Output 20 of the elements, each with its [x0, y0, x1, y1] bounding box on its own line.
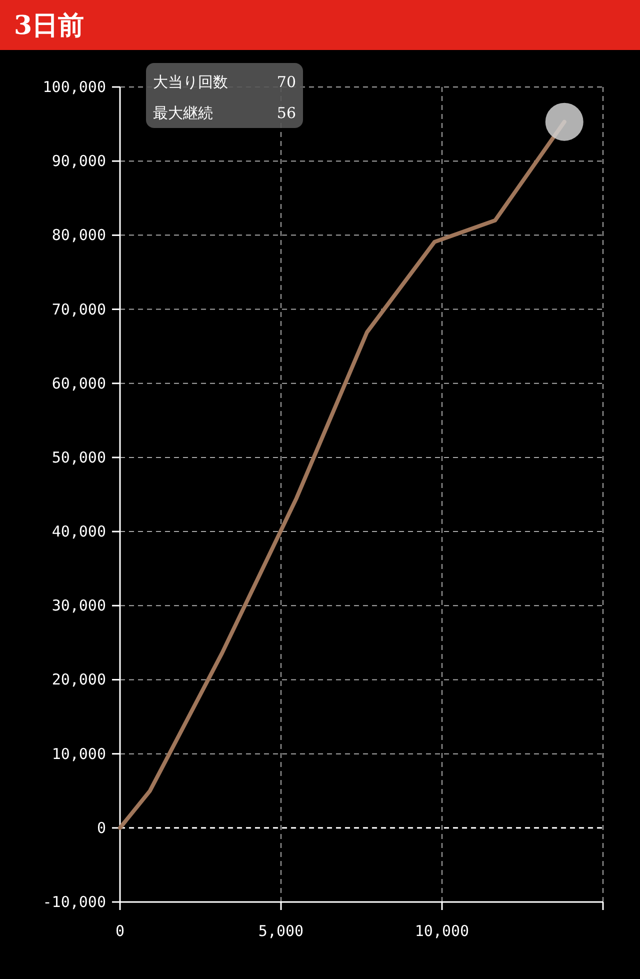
chart-title: 3日前: [14, 11, 84, 41]
annotation: 56: [276, 104, 296, 122]
y-tick-label: 90,000: [52, 152, 106, 170]
y-tick-label: 40,000: [52, 522, 106, 541]
y-tick-label: 70,000: [52, 300, 106, 318]
y-tick-label: 30,000: [52, 596, 106, 615]
annotation: 大当り回数: [153, 73, 228, 91]
x-tick-label: 10,000: [414, 922, 470, 940]
x-tick-label: 5,000: [258, 922, 304, 940]
x-tick-label: 0: [115, 922, 125, 940]
y-tick-label: -10,000: [42, 893, 106, 911]
annotation: 70: [276, 73, 296, 91]
y-tick-label: 80,000: [52, 226, 106, 244]
annotation: 最大継続: [153, 104, 213, 122]
y-tick-label: 60,000: [52, 374, 106, 392]
y-tick-label: 10,000: [52, 744, 106, 763]
y-tick-label: 0: [96, 818, 106, 837]
y-tick-label: 50,000: [52, 448, 106, 466]
y-tick-label: 100,000: [42, 78, 106, 96]
y-tick-label: 20,000: [52, 670, 106, 689]
